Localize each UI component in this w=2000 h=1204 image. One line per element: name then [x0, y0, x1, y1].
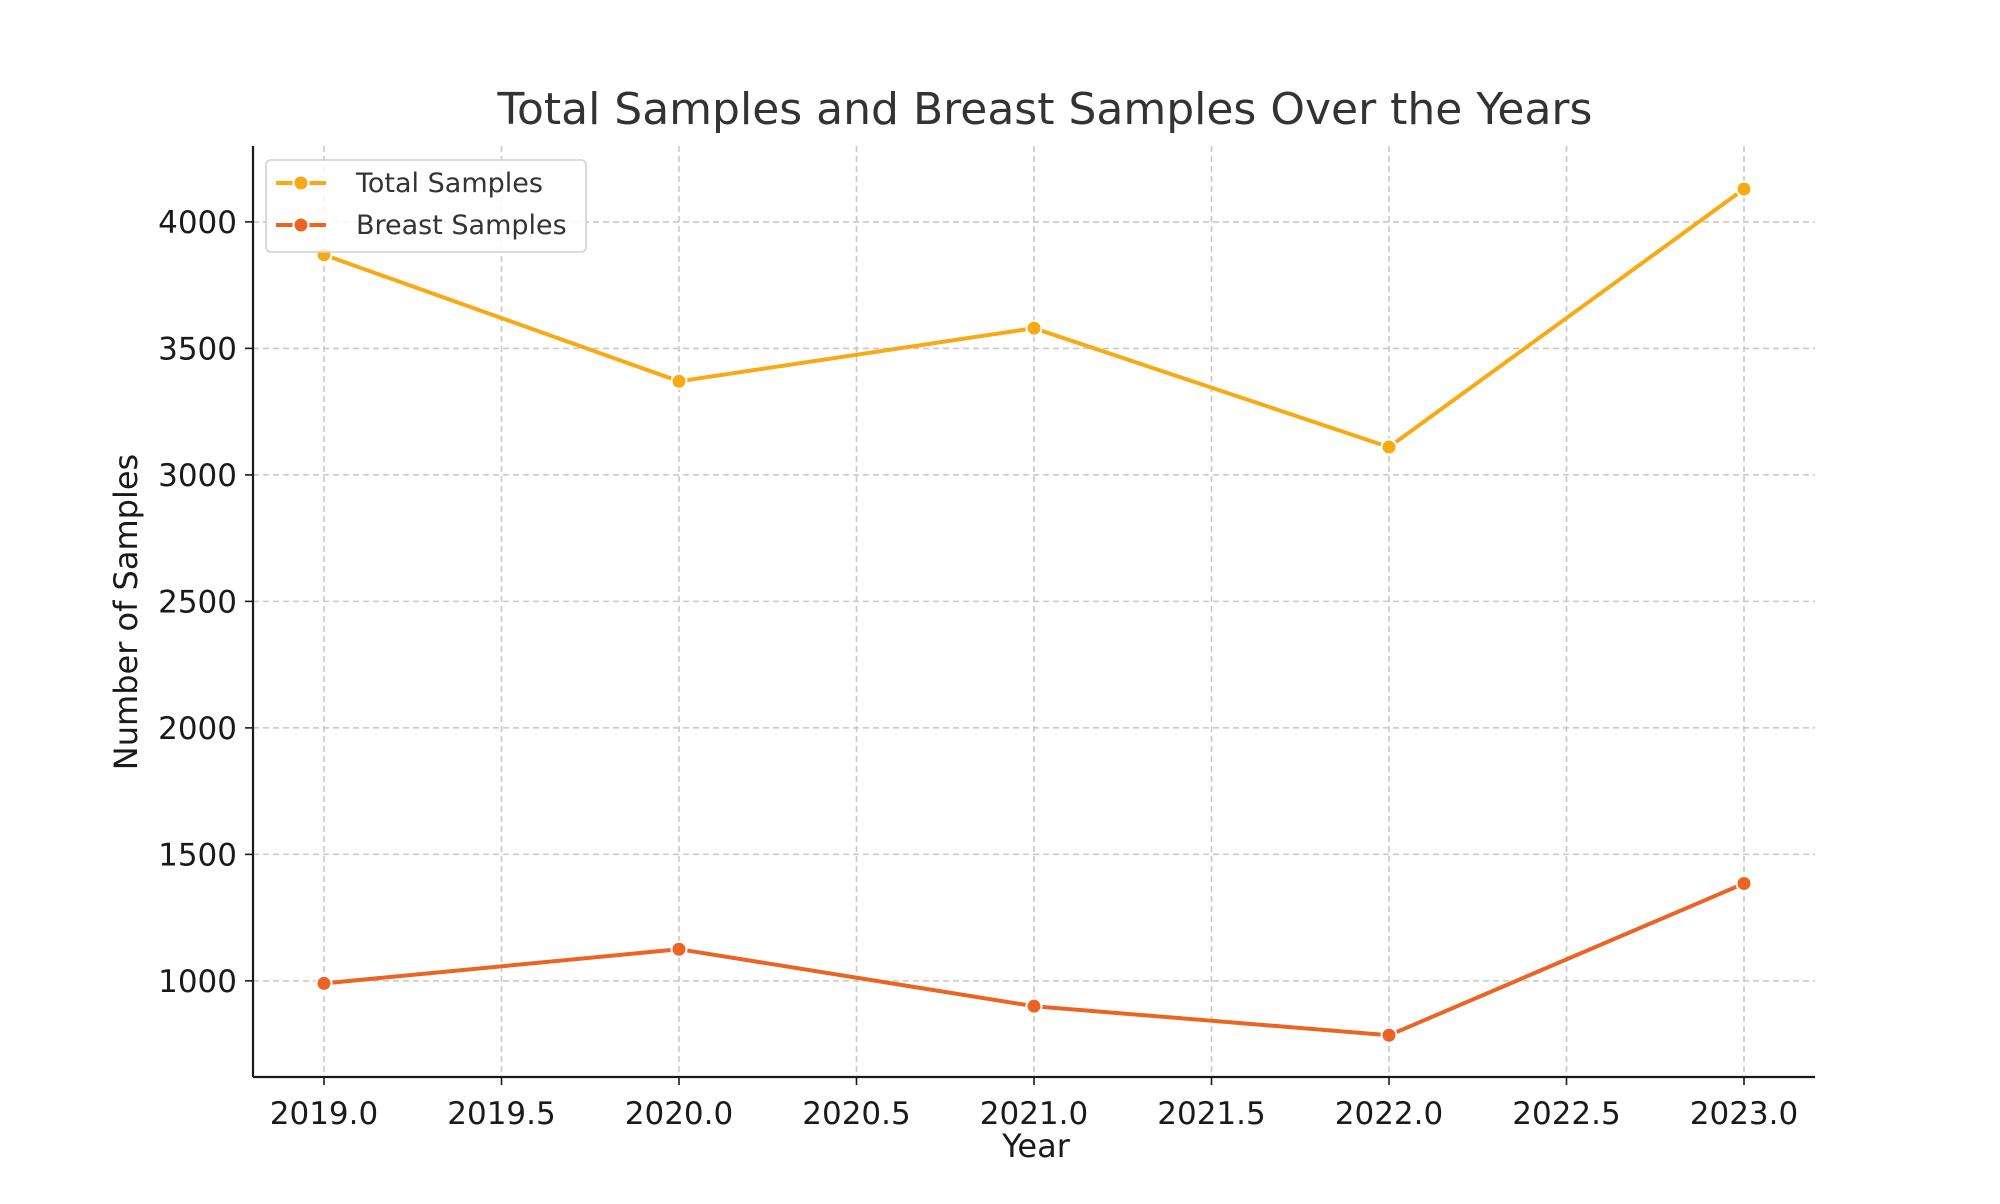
x-tick-label: 2019.5 — [447, 1096, 555, 1132]
x-tick-label: 2020.5 — [802, 1096, 910, 1132]
data-point — [670, 372, 688, 390]
grid — [253, 146, 1815, 1077]
legend-item: Breast Samples — [276, 210, 567, 241]
x-axis-label: Year — [1001, 1127, 1071, 1165]
y-tick-label: 4000 — [158, 205, 237, 241]
data-point — [1380, 438, 1398, 456]
series-breast-samples — [315, 874, 1753, 1044]
data-point — [1025, 997, 1043, 1015]
data-point — [1735, 874, 1753, 892]
chart-title: Total Samples and Breast Samples Over th… — [497, 84, 1593, 135]
legend-label: Breast Samples — [356, 210, 567, 241]
tick-labels: 2019.0 2019.5 2020.0 2020.5 2021.0 2021.5 2022… — [158, 205, 1798, 1132]
y-tick-label: 3500 — [158, 331, 237, 367]
x-tick-label: 2022.0 — [1335, 1096, 1443, 1132]
y-tick-label: 1500 — [158, 837, 237, 873]
y-tick-label: 2000 — [158, 711, 237, 747]
x-tick-label: 2019.0 — [270, 1096, 378, 1132]
x-tick-label: 2020.0 — [625, 1096, 733, 1132]
data-point — [1025, 319, 1043, 337]
data-point — [1380, 1026, 1398, 1044]
legend-label: Total Samples — [355, 168, 543, 199]
x-tick-label: 2021.5 — [1157, 1096, 1265, 1132]
x-tick-label: 2021.0 — [980, 1096, 1088, 1132]
y-axis-label: Number of Samples — [107, 454, 145, 770]
data-point — [670, 940, 688, 958]
legend-item: Total Samples — [276, 168, 543, 199]
data-point — [1735, 180, 1753, 198]
legend-marker — [292, 216, 310, 234]
y-tick-label: 1000 — [158, 964, 237, 1000]
x-tick-label: 2023.0 — [1690, 1096, 1798, 1132]
legend: Total Samples Breast Samples — [265, 159, 587, 253]
axes — [245, 146, 1815, 1085]
y-tick-label: 2500 — [158, 584, 237, 620]
y-tick-label: 3000 — [158, 458, 237, 494]
data-point — [315, 974, 333, 992]
legend-marker — [292, 174, 310, 192]
x-tick-label: 2022.5 — [1512, 1096, 1620, 1132]
legend-box — [265, 159, 587, 253]
